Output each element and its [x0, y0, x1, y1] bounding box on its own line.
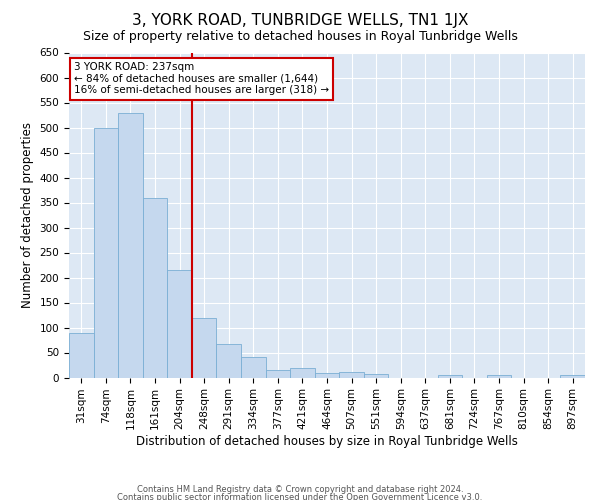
Y-axis label: Number of detached properties: Number of detached properties — [21, 122, 34, 308]
Bar — [437, 375, 462, 378]
Bar — [266, 370, 290, 378]
Bar — [290, 368, 315, 378]
Bar — [364, 374, 388, 378]
Bar — [315, 372, 339, 378]
Bar — [339, 372, 364, 378]
Bar — [217, 344, 241, 378]
Bar — [560, 375, 585, 378]
Bar — [118, 112, 143, 378]
Bar — [143, 198, 167, 378]
Bar — [487, 375, 511, 378]
Text: Contains HM Land Registry data © Crown copyright and database right 2024.: Contains HM Land Registry data © Crown c… — [137, 485, 463, 494]
Text: 3 YORK ROAD: 237sqm
← 84% of detached houses are smaller (1,644)
16% of semi-det: 3 YORK ROAD: 237sqm ← 84% of detached ho… — [74, 62, 329, 96]
Text: 3, YORK ROAD, TUNBRIDGE WELLS, TN1 1JX: 3, YORK ROAD, TUNBRIDGE WELLS, TN1 1JX — [132, 12, 468, 28]
Bar — [94, 128, 118, 378]
Bar — [192, 318, 217, 378]
Bar — [69, 332, 94, 378]
Bar — [167, 270, 192, 378]
Text: Contains public sector information licensed under the Open Government Licence v3: Contains public sector information licen… — [118, 492, 482, 500]
Text: Size of property relative to detached houses in Royal Tunbridge Wells: Size of property relative to detached ho… — [83, 30, 517, 43]
X-axis label: Distribution of detached houses by size in Royal Tunbridge Wells: Distribution of detached houses by size … — [136, 435, 518, 448]
Bar — [241, 356, 266, 378]
